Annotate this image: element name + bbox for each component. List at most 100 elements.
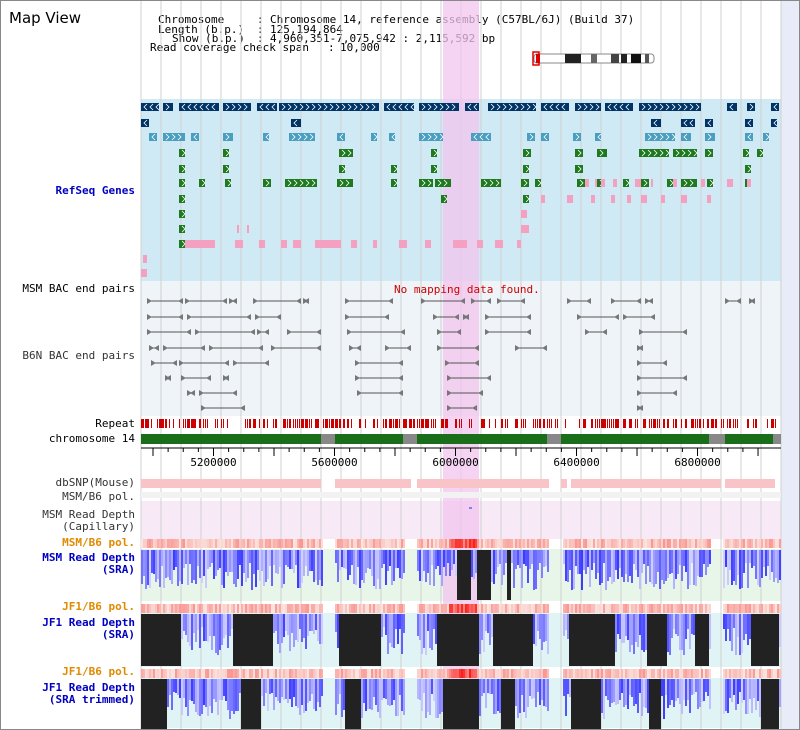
depth-bar <box>249 679 251 729</box>
depth-bar <box>767 614 769 666</box>
gene-arrow <box>437 179 442 187</box>
depth-bar <box>367 614 369 666</box>
pol-mark <box>595 604 597 613</box>
pol-mark <box>547 669 549 678</box>
pol-mark <box>757 604 759 613</box>
pol-mark <box>645 539 647 548</box>
pol-mark <box>513 539 515 548</box>
depth-bar <box>621 614 623 643</box>
pol-mark <box>267 539 269 548</box>
repeat-mark <box>521 419 522 428</box>
depth-bar <box>699 679 701 707</box>
track-label-chromosome[interactable]: chromosome 14 <box>48 432 135 445</box>
repeat-mark <box>157 419 158 428</box>
pol-mark <box>177 604 179 613</box>
depth-bar <box>581 550 583 590</box>
pol-mark <box>689 604 691 613</box>
depth-bar <box>741 679 743 703</box>
bac-end <box>485 314 490 320</box>
depth-bar <box>619 550 621 568</box>
pol-mark <box>247 604 249 613</box>
depth-bar <box>343 614 345 666</box>
repeat-mark <box>591 419 593 428</box>
pol-mark <box>337 669 339 678</box>
depth-bar <box>617 614 619 634</box>
pol-mark <box>453 669 455 678</box>
depth-bar <box>471 550 473 577</box>
pol-mark <box>313 669 315 678</box>
pol-mark <box>757 539 759 548</box>
pol-mark <box>675 669 677 678</box>
track-label-msm-depth-sra[interactable]: MSM Read Depth <box>42 551 135 564</box>
pol-mark <box>427 604 429 613</box>
pol-mark <box>185 669 187 678</box>
gene-arrow <box>665 103 670 111</box>
track-label-msm-b6-pol[interactable]: MSM/B6 pol. <box>62 490 135 503</box>
pol-mark <box>379 669 381 678</box>
track-label-msm-bac[interactable]: MSM BAC end pairs <box>22 282 135 295</box>
pol-mark <box>441 669 443 678</box>
repeat-mark <box>417 419 418 428</box>
depth-bar <box>265 550 267 582</box>
track-label-dbsnp[interactable]: dbSNP(Mouse) <box>55 476 135 489</box>
bac-end <box>246 314 251 320</box>
pol-mark <box>273 669 275 678</box>
pol-mark <box>637 604 639 613</box>
pol-mark <box>385 669 387 678</box>
track-label-jf1-depth[interactable]: JF1 Read Depth <box>42 616 135 629</box>
depth-bar <box>459 614 461 666</box>
pol-mark <box>367 604 369 613</box>
track-label-refseq[interactable]: RefSeq Genes <box>55 184 135 197</box>
pol-mark <box>695 669 697 678</box>
depth-bar <box>311 550 313 571</box>
depth-bar <box>495 550 497 574</box>
pol-mark <box>763 604 765 613</box>
depth-bar <box>209 614 211 636</box>
pol-mark <box>399 539 401 548</box>
track-label-jf1-b6-pol-2[interactable]: JF1/B6 pol. <box>62 665 135 678</box>
chromosome-bar <box>141 434 781 444</box>
depth-bar <box>441 679 443 712</box>
depth-bar <box>357 679 359 729</box>
depth-bar <box>707 614 709 666</box>
depth-bar <box>235 679 237 711</box>
pol-mark <box>155 604 157 613</box>
track-label-msm-b6-pol-2[interactable]: MSM/B6 pol. <box>62 536 135 549</box>
depth-bar <box>349 614 351 666</box>
bac-end <box>258 345 263 351</box>
gene-arrow <box>599 149 604 157</box>
track-label-repeat[interactable]: Repeat <box>95 417 135 430</box>
gene-arrow <box>386 103 391 111</box>
bac-end <box>636 298 641 304</box>
depth-bar <box>311 679 313 694</box>
depth-bar <box>229 550 231 572</box>
pol-mark <box>577 669 579 678</box>
track-label-jf1-depth-trim[interactable]: JF1 Read Depth <box>42 681 135 694</box>
pol-mark <box>261 604 263 613</box>
depth-bar <box>263 550 265 586</box>
depth-bar <box>205 550 207 588</box>
depth-bar <box>269 679 271 694</box>
pol-mark <box>263 539 265 548</box>
depth-bar <box>219 614 221 650</box>
pol-mark <box>633 669 635 678</box>
pol-mark <box>573 604 575 613</box>
depth-bar <box>309 614 311 631</box>
pol-mark <box>461 669 463 678</box>
pol-mark <box>647 604 649 613</box>
pol-mark <box>537 539 539 548</box>
depth-bar <box>315 614 317 630</box>
depth-bar <box>365 614 367 666</box>
depth-bar <box>257 679 259 729</box>
gene-arrow <box>467 103 472 111</box>
gene-arrow <box>231 103 236 111</box>
pol-mark <box>495 604 497 613</box>
depth-bar <box>687 614 689 629</box>
track-label-jf1-b6-pol[interactable]: JF1/B6 pol. <box>62 600 135 613</box>
track-label-b6n-bac[interactable]: B6N BAC end pairs <box>22 349 135 362</box>
depth-bar <box>585 550 587 574</box>
repeat-mark <box>691 419 693 428</box>
track-label-msm-depth-cap[interactable]: MSM Read Depth <box>42 508 135 521</box>
pol-mark <box>631 539 633 548</box>
